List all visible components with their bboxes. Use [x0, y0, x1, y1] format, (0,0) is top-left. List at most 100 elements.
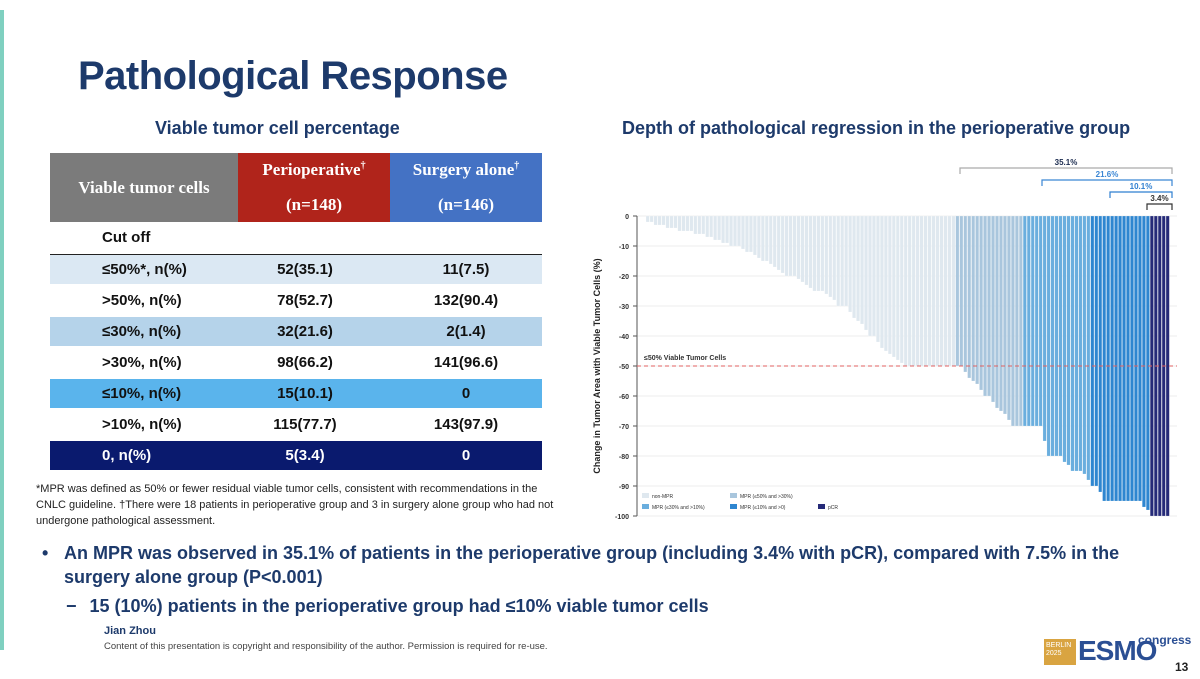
chart-bar — [1026, 215, 1031, 427]
chart-bar — [657, 215, 662, 226]
chart-bar — [955, 215, 960, 367]
table-row: ≤30%, n(%) 32(21.6) 2(1.4) — [50, 317, 542, 348]
chart-bar — [931, 215, 936, 367]
bullet-main-text: An MPR was observed in 35.1% of patients… — [64, 543, 1120, 587]
chart-bar — [959, 215, 964, 367]
chart-bar — [784, 215, 789, 277]
chart-bar — [729, 215, 733, 247]
bracket — [1146, 203, 1173, 210]
chart-bar — [665, 215, 670, 229]
chart-bar — [1046, 215, 1051, 457]
chart-bar — [1058, 215, 1063, 457]
bracket-label: 35.1% — [1055, 158, 1078, 167]
y-tick-label: -40 — [619, 334, 629, 341]
chart-bar — [1070, 215, 1075, 472]
row-label: ≤10%, n(%) — [102, 385, 182, 402]
row-perioperative: 15(10.1) — [277, 385, 333, 402]
bracket-label: 21.6% — [1096, 170, 1119, 179]
chart-bar — [764, 215, 769, 262]
chart-bar — [693, 215, 698, 235]
chart-bar — [832, 215, 837, 301]
y-tick-label: -60 — [619, 394, 629, 401]
reference-line-label: ≤50% Viable Tumor Cells — [644, 355, 726, 362]
y-tick-label: -30 — [619, 304, 629, 311]
row-surgery-alone: 2(1.4) — [446, 323, 486, 340]
row-perioperative: 98(66.2) — [277, 354, 333, 371]
chart-bar — [892, 215, 896, 358]
legend-swatch — [642, 493, 649, 498]
bracket-label: 10.1% — [1130, 182, 1153, 191]
legend-label: MPR (≤10% and >0) — [740, 505, 786, 511]
chart-bar — [935, 215, 940, 367]
chart-bar — [888, 215, 892, 355]
bracket — [1109, 191, 1173, 198]
chart-bar — [808, 215, 813, 289]
cutoff-row: Cut off — [50, 222, 542, 254]
y-axis-label: Change in Tumor Area with Viable Tumor C… — [592, 258, 602, 473]
y-tick-label: 0 — [625, 214, 629, 221]
bullet-sub-text: 15 (10%) patients in the perioperative g… — [89, 596, 709, 616]
chart-bar — [991, 215, 995, 403]
chart-bar — [979, 215, 983, 391]
chart-bar — [1030, 215, 1035, 427]
table-row: 0, n(%) 5(3.4) 0 — [50, 441, 542, 472]
chart-bar — [848, 215, 852, 313]
dash-icon: − — [66, 596, 77, 616]
bracket-label: 3.4% — [1150, 194, 1168, 203]
row-perioperative: 5(3.4) — [285, 447, 325, 464]
chart-subtitle: Depth of pathological regression in the … — [622, 118, 1131, 138]
chart-bar — [915, 215, 920, 367]
chart-bar — [1094, 215, 1099, 487]
row-label: ≤50%*, n(%) — [102, 261, 187, 278]
table-row: >10%, n(%) 115(77.7) 143(97.9) — [50, 410, 542, 441]
chart-bar — [1023, 215, 1027, 427]
header-surgery-label: Surgery alone — [412, 160, 515, 180]
chart-bar — [1110, 215, 1114, 502]
chart-bar — [685, 215, 690, 232]
chart-bar — [721, 215, 725, 244]
chart-bar — [669, 215, 674, 229]
chart-bar — [951, 215, 956, 367]
chart-bar — [1138, 215, 1142, 502]
header-perioperative: Perioperative† (n=148) — [238, 153, 390, 222]
chart-bar — [927, 215, 932, 367]
header-perioperative-n: (n=148) — [286, 194, 342, 214]
chart-bar — [1078, 215, 1083, 472]
row-perioperative: 52(35.1) — [277, 261, 333, 278]
chart-bar — [939, 215, 944, 367]
chart-bar — [649, 215, 654, 223]
chart-bar — [653, 215, 658, 226]
row-surgery-alone: 143(97.9) — [433, 416, 499, 433]
chart-bar — [1126, 215, 1130, 502]
header-surgery-n: (n=146) — [438, 194, 494, 214]
chart-bar — [1066, 215, 1071, 466]
chart-bar — [860, 215, 864, 325]
chart-bar — [673, 215, 678, 229]
chart-bar — [967, 215, 972, 379]
chart-bar — [872, 215, 876, 337]
header-viable-tumor-cells: Viable tumor cells — [50, 153, 238, 222]
y-tick-label: -10 — [619, 244, 629, 251]
chart-bar — [1011, 215, 1015, 427]
chart-bar — [911, 215, 916, 367]
chart-bar — [1130, 215, 1134, 502]
chart-bar — [1054, 215, 1059, 457]
chart-bar — [780, 215, 785, 274]
table-row: >50%, n(%) 78(52.7) 132(90.4) — [50, 286, 542, 317]
chart-bar — [753, 215, 757, 256]
logo-brand: ESMO — [1078, 635, 1157, 666]
table-row: ≤50%*, n(%) 52(35.1) 11(7.5) — [50, 254, 542, 286]
footnote: *MPR was defined as 50% or fewer residua… — [36, 483, 554, 527]
chart-bar — [713, 215, 717, 241]
chart-bar — [677, 215, 682, 232]
chart-bar — [816, 215, 821, 292]
logo-city-badge: BERLIN 2025 — [1044, 639, 1076, 665]
chart-bar — [681, 215, 686, 232]
viable-tumor-table: Viable tumor cells Perioperative† (n=148… — [50, 153, 542, 472]
cutoff-label: Cut off — [102, 228, 151, 246]
legend-label: non-MPR — [652, 494, 674, 500]
chart-bar — [884, 215, 888, 352]
chart-bar — [788, 215, 793, 277]
chart-bar — [645, 215, 650, 223]
chart-bar — [852, 215, 856, 319]
